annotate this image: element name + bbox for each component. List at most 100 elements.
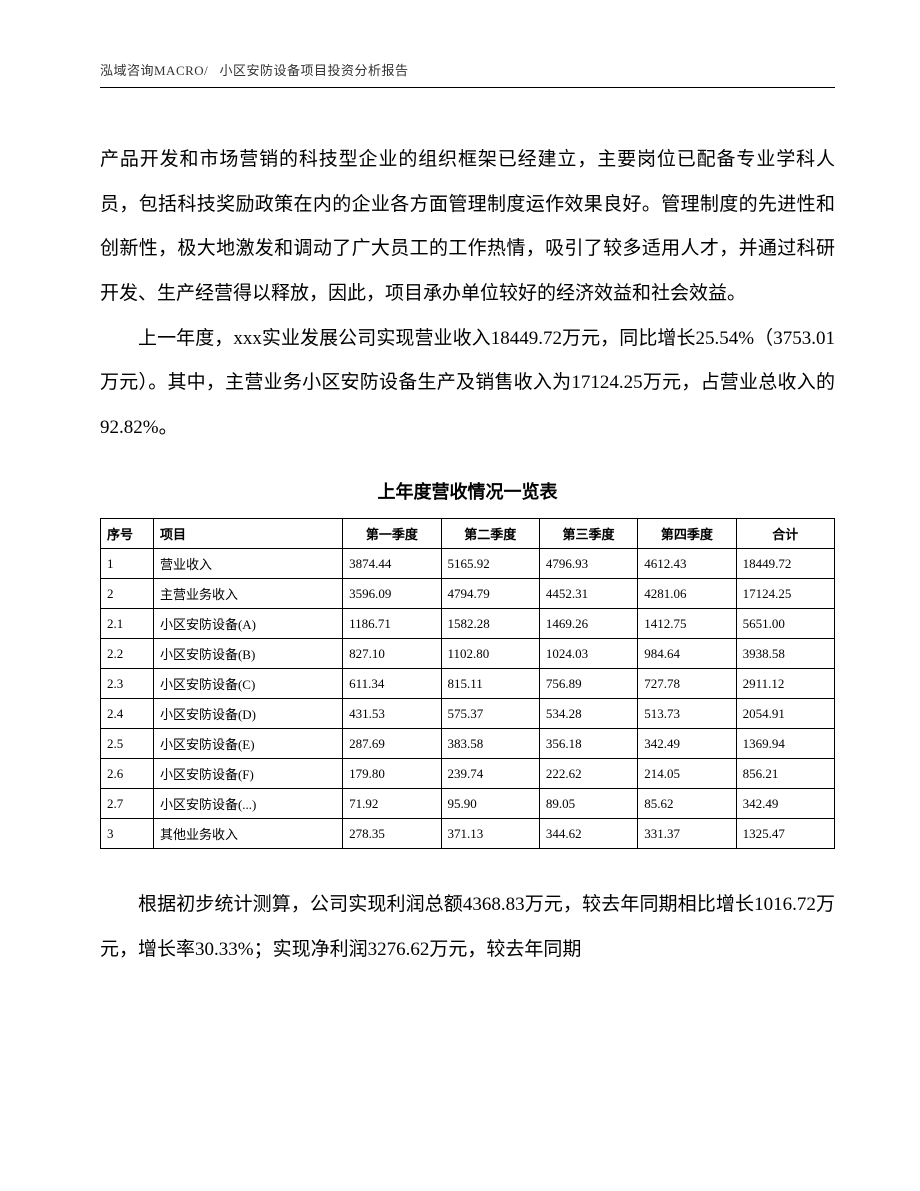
table-cell: 3 [101,819,154,849]
table-row: 1营业收入3874.445165.924796.934612.4318449.7… [101,549,835,579]
table-cell: 3938.58 [736,639,834,669]
header-left: 泓域咨询MACRO/ [100,63,208,78]
table-cell: 371.13 [441,819,539,849]
table-cell: 小区安防设备(E) [153,729,342,759]
table-cell: 小区安防设备(B) [153,639,342,669]
table-row: 2.1小区安防设备(A)1186.711582.281469.261412.75… [101,609,835,639]
table-cell: 小区安防设备(F) [153,759,342,789]
table-row: 2.4小区安防设备(D)431.53575.37534.28513.732054… [101,699,835,729]
col-seq: 序号 [101,519,154,549]
table-cell: 984.64 [638,639,736,669]
table-cell: 小区安防设备(A) [153,609,342,639]
table-cell: 1582.28 [441,609,539,639]
table-row: 2.7小区安防设备(...)71.9295.9089.0585.62342.49 [101,789,835,819]
table-body: 1营业收入3874.445165.924796.934612.4318449.7… [101,549,835,849]
table-cell: 342.49 [638,729,736,759]
table-cell: 383.58 [441,729,539,759]
header-divider [100,87,835,88]
table-cell: 2054.91 [736,699,834,729]
table-cell: 小区安防设备(D) [153,699,342,729]
table-row: 2.6小区安防设备(F)179.80239.74222.62214.05856.… [101,759,835,789]
table-cell: 1102.80 [441,639,539,669]
table-cell: 18449.72 [736,549,834,579]
table-row: 2.2小区安防设备(B)827.101102.801024.03984.6439… [101,639,835,669]
table-cell: 4796.93 [539,549,637,579]
table-cell: 727.78 [638,669,736,699]
table-cell: 3596.09 [343,579,441,609]
table-cell: 1325.47 [736,819,834,849]
table-cell: 营业收入 [153,549,342,579]
revenue-table: 序号 项目 第一季度 第二季度 第三季度 第四季度 合计 1营业收入3874.4… [100,518,835,849]
col-q1: 第一季度 [343,519,441,549]
table-cell: 小区安防设备(C) [153,669,342,699]
table-header: 序号 项目 第一季度 第二季度 第三季度 第四季度 合计 [101,519,835,549]
table-cell: 513.73 [638,699,736,729]
table-cell: 4794.79 [441,579,539,609]
body-text-block-2: 根据初步统计测算，公司实现利润总额4368.83万元，较去年同期相比增长1016… [100,883,835,972]
table-cell: 其他业务收入 [153,819,342,849]
table-cell: 2 [101,579,154,609]
table-cell: 344.62 [539,819,637,849]
table-cell: 89.05 [539,789,637,819]
table-cell: 5651.00 [736,609,834,639]
table-cell: 356.18 [539,729,637,759]
table-cell: 2.2 [101,639,154,669]
col-item: 项目 [153,519,342,549]
table-cell: 1186.71 [343,609,441,639]
table-cell: 856.21 [736,759,834,789]
table-cell: 2.4 [101,699,154,729]
col-q2: 第二季度 [441,519,539,549]
table-row: 2.3小区安防设备(C)611.34815.11756.89727.782911… [101,669,835,699]
table-cell: 2.5 [101,729,154,759]
table-cell: 611.34 [343,669,441,699]
table-cell: 827.10 [343,639,441,669]
document-page: 泓域咨询MACRO/ 小区安防设备项目投资分析报告 产品开发和市场营销的科技型企… [0,0,920,1191]
table-cell: 71.92 [343,789,441,819]
paragraph-2: 上一年度，xxx实业发展公司实现营业收入18449.72万元，同比增长25.54… [100,317,835,451]
table-cell: 主营业务收入 [153,579,342,609]
table-cell: 2911.12 [736,669,834,699]
table-cell: 575.37 [441,699,539,729]
table-cell: 85.62 [638,789,736,819]
table-cell: 1024.03 [539,639,637,669]
table-cell: 2.7 [101,789,154,819]
table-cell: 1 [101,549,154,579]
table-cell: 287.69 [343,729,441,759]
table-cell: 534.28 [539,699,637,729]
table-cell: 2.6 [101,759,154,789]
table-cell: 431.53 [343,699,441,729]
table-cell: 4612.43 [638,549,736,579]
table-cell: 222.62 [539,759,637,789]
col-q3: 第三季度 [539,519,637,549]
table-cell: 小区安防设备(...) [153,789,342,819]
body-text-block-1: 产品开发和市场营销的科技型企业的组织框架已经建立，主要岗位已配备专业学科人员，包… [100,138,835,450]
table-cell: 4281.06 [638,579,736,609]
table-cell: 331.37 [638,819,736,849]
table-cell: 214.05 [638,759,736,789]
table-row: 3其他业务收入278.35371.13344.62331.371325.47 [101,819,835,849]
table-row: 2.5小区安防设备(E)287.69383.58356.18342.491369… [101,729,835,759]
col-q4: 第四季度 [638,519,736,549]
table-cell: 2.1 [101,609,154,639]
table-cell: 179.80 [343,759,441,789]
table-cell: 2.3 [101,669,154,699]
header-right: 小区安防设备项目投资分析报告 [220,63,409,78]
table-cell: 5165.92 [441,549,539,579]
table-title: 上年度营收情况一览表 [100,478,835,504]
table-cell: 1469.26 [539,609,637,639]
paragraph-3: 根据初步统计测算，公司实现利润总额4368.83万元，较去年同期相比增长1016… [100,883,835,972]
table-cell: 95.90 [441,789,539,819]
table-cell: 1412.75 [638,609,736,639]
table-cell: 278.35 [343,819,441,849]
table-cell: 756.89 [539,669,637,699]
table-row: 2主营业务收入3596.094794.794452.314281.0617124… [101,579,835,609]
table-cell: 1369.94 [736,729,834,759]
paragraph-1: 产品开发和市场营销的科技型企业的组织框架已经建立，主要岗位已配备专业学科人员，包… [100,138,835,317]
table-header-row: 序号 项目 第一季度 第二季度 第三季度 第四季度 合计 [101,519,835,549]
page-header: 泓域咨询MACRO/ 小区安防设备项目投资分析报告 [100,60,835,79]
col-total: 合计 [736,519,834,549]
table-cell: 3874.44 [343,549,441,579]
table-cell: 342.49 [736,789,834,819]
table-cell: 4452.31 [539,579,637,609]
table-cell: 17124.25 [736,579,834,609]
